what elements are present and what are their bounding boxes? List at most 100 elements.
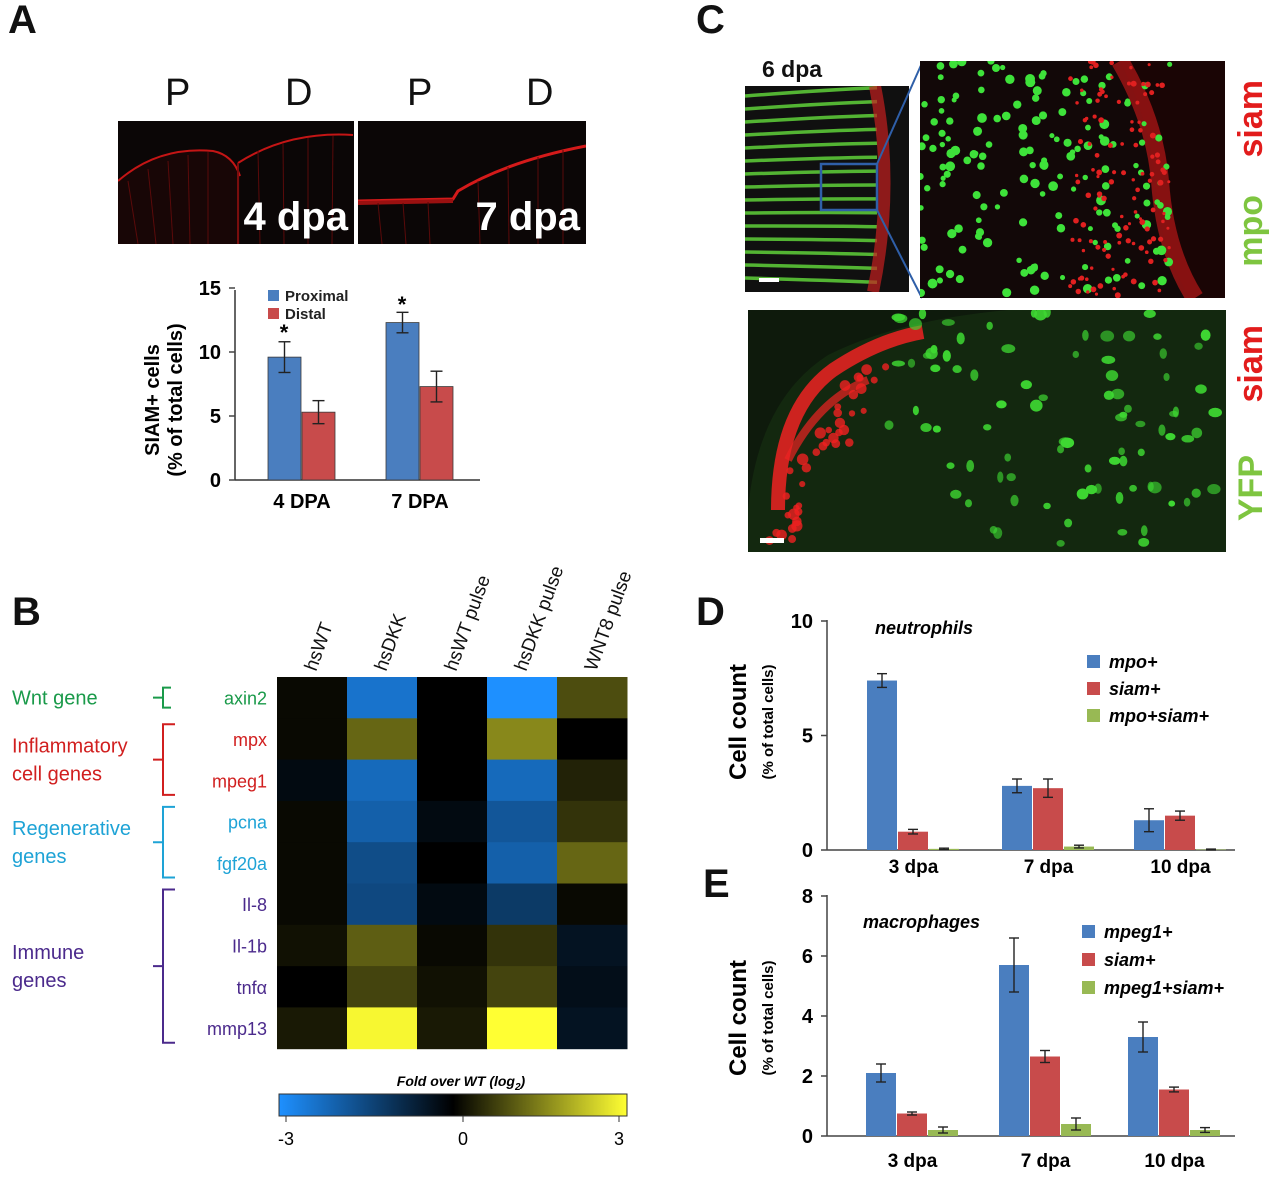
heatmap-cell: [277, 966, 348, 1008]
cell: [1084, 277, 1089, 281]
cell: [1119, 411, 1128, 418]
panel-c-time-label: 6 dpa: [762, 56, 823, 82]
channel-label-mpo: mpo: [1232, 195, 1270, 267]
cell: [1055, 212, 1063, 220]
cell: [891, 360, 906, 367]
cell: [993, 114, 1002, 123]
cell: [1115, 491, 1124, 504]
y-tick-label: 0: [802, 840, 813, 862]
cell: [1089, 266, 1094, 270]
channel-label-siam: siam: [1232, 325, 1270, 403]
cell: [1129, 484, 1137, 492]
y-tick-label: 15: [199, 278, 221, 300]
cell: [1158, 236, 1164, 242]
heatmap-cell: [557, 800, 628, 843]
cell: [791, 520, 803, 532]
fin-ray: [745, 237, 878, 243]
cell: [1148, 258, 1154, 264]
fin-ray: [745, 197, 878, 202]
cell: [1074, 145, 1081, 153]
cell: [1077, 238, 1082, 243]
cell: [1133, 142, 1139, 148]
panel-letter-c: C: [696, 0, 725, 42]
cell: [882, 363, 890, 371]
cell: [945, 136, 951, 142]
cell: [845, 438, 854, 447]
cell: [1082, 329, 1089, 341]
cell: [950, 489, 962, 499]
bar: [898, 831, 928, 850]
time-label-7dpa: 7 dpa: [475, 195, 580, 239]
heatmap-cell: [487, 759, 558, 802]
cell: [930, 364, 941, 373]
chart-a: SIAM+ cells (% of total cells) 0 5 10 15 4 …: [142, 278, 480, 513]
group-label: Wnt gene: [12, 688, 98, 710]
y-tick-label: 2: [802, 1066, 813, 1088]
y-tick-label: 10: [199, 342, 221, 364]
heatmap-cell: [557, 759, 628, 802]
bar: [1159, 1089, 1189, 1136]
legend-label: mpeg1+siam+: [1104, 978, 1225, 998]
cell: [1121, 170, 1127, 176]
heatmap-cell: [277, 800, 348, 843]
cell: [1075, 179, 1081, 185]
cell: [1103, 242, 1112, 251]
bar: [897, 1113, 927, 1136]
column-header: hsDKK pulse: [511, 563, 568, 673]
cell: [1105, 370, 1119, 381]
y-tick-label: 10: [791, 611, 813, 633]
proximal-label: P: [165, 72, 191, 114]
cell: [1006, 473, 1016, 482]
cell: [1070, 237, 1075, 242]
legend-swatch-proximal: [268, 290, 279, 301]
cell: [1004, 453, 1012, 462]
heatmap-cell: [417, 677, 488, 719]
cell: [1152, 279, 1158, 286]
fin-ray: [745, 99, 878, 111]
y-tick-label: 8: [802, 886, 813, 908]
bar: [267, 356, 302, 481]
cell: [1025, 73, 1035, 84]
cell: [1096, 169, 1103, 176]
cell: [1140, 171, 1145, 176]
cell: [848, 410, 856, 417]
row-label: mpx: [233, 730, 267, 750]
channel-label-yfp: YFP: [1232, 455, 1270, 522]
y-tick-label: 5: [802, 726, 813, 748]
cell: [1104, 276, 1113, 284]
cell: [1163, 372, 1170, 382]
cell: [1038, 394, 1048, 402]
cell: [799, 480, 806, 488]
heatmap-cell: [417, 842, 488, 884]
cell: [1108, 179, 1115, 185]
cell: [1135, 100, 1140, 105]
y-tick-label: 0: [210, 470, 221, 492]
cell: [958, 245, 967, 254]
cell: [966, 460, 975, 472]
cell: [1088, 239, 1093, 244]
cell: [942, 350, 951, 362]
cell: [1048, 181, 1058, 192]
row-label: mmp13: [207, 1019, 267, 1039]
cell: [920, 205, 924, 211]
y-axis-sublabel: (% of total cells): [165, 323, 187, 476]
cell: [1101, 182, 1110, 190]
x-tick-label: 10 dpa: [1150, 857, 1211, 878]
legend-swatch-distal: [268, 308, 279, 319]
cell: [1013, 100, 1022, 109]
cell: [1031, 94, 1040, 102]
cell: [1056, 224, 1066, 233]
micrograph-7dpa: 7 dpa: [358, 121, 586, 244]
cell: [978, 152, 987, 161]
cell: [1093, 62, 1099, 69]
heatmap-cell: [347, 759, 418, 802]
cell: [1143, 310, 1156, 319]
cell: [1154, 152, 1161, 158]
cell: [972, 191, 981, 200]
legend-label-distal: Distal: [285, 306, 326, 323]
cell: [1097, 283, 1104, 289]
column-header: hsWT pulse: [441, 573, 495, 674]
distal-label: D: [285, 72, 313, 114]
time-label-4dpa: 4 dpa: [243, 195, 348, 239]
cell: [1031, 116, 1041, 126]
